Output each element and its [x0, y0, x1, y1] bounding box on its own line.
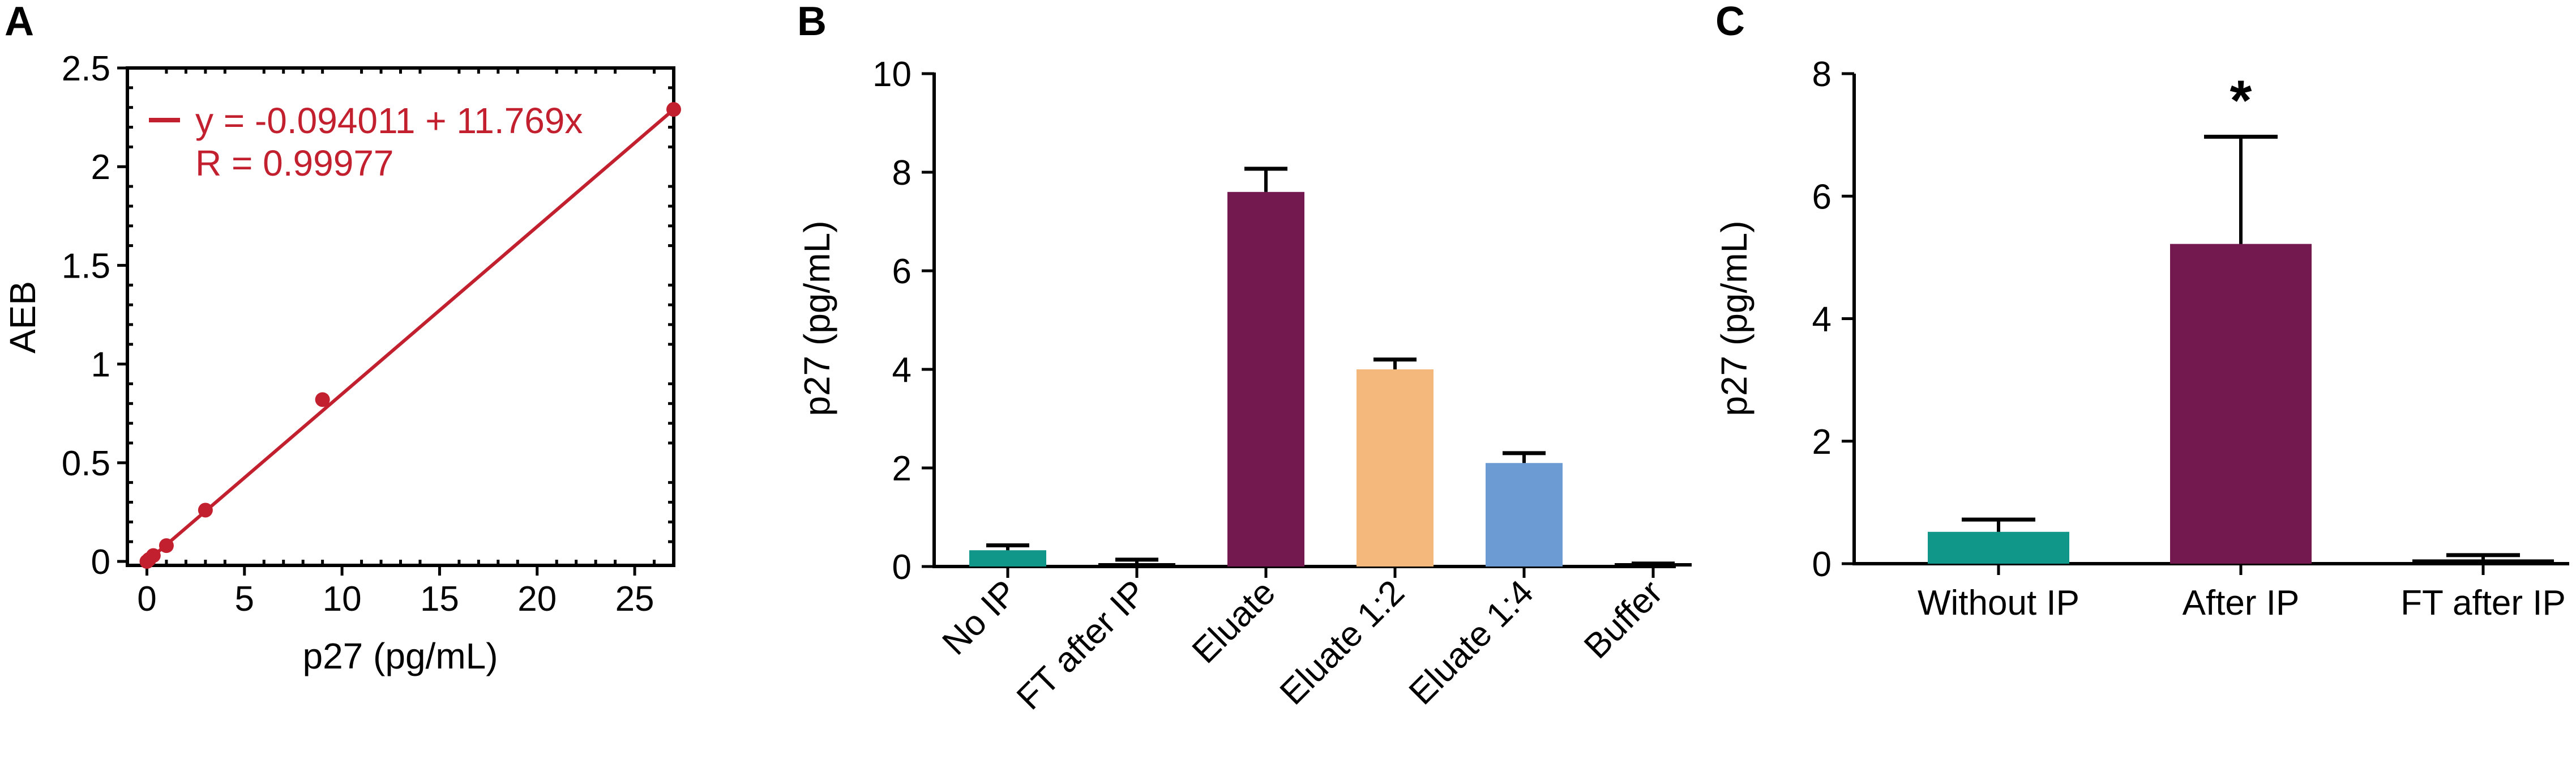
panel-a-points	[139, 102, 681, 569]
panel-b-bars	[969, 167, 1692, 578]
y-tick-label: 1.5	[62, 246, 110, 286]
panel-a-scatter: A 0 5 10 15 20 25 0 0.5 1 1.5 2 2.5 y = -0.094011 +…	[2, 0, 681, 676]
panel-label-b: B	[797, 0, 827, 44]
significance-star: *	[2230, 69, 2252, 132]
y-tick-label: 4	[892, 351, 912, 390]
x-tick-label: 0	[137, 580, 156, 619]
panel-label-c: C	[1715, 0, 1745, 44]
category-label: After IP	[2183, 584, 2300, 623]
bar	[1227, 191, 1304, 567]
y-tick-label: 2	[1812, 423, 1832, 462]
y-tick-label: 6	[892, 252, 912, 291]
bar	[1486, 463, 1563, 567]
category-label: Eluate	[1185, 573, 1283, 671]
x-tick-label: 10	[323, 580, 362, 619]
panel-a-ticks	[117, 66, 675, 576]
y-tick-label: 2	[892, 449, 912, 488]
y-tick-label: 0	[1812, 545, 1832, 584]
data-point	[146, 548, 161, 563]
bar	[1928, 531, 2069, 564]
category-label: Without IP	[1918, 584, 2079, 623]
y-tick-label: 8	[892, 154, 912, 193]
panel-b-y-ticks: 0 2 4 6 8 10	[872, 55, 934, 587]
bar	[1098, 563, 1175, 567]
x-tick-label: 15	[420, 580, 459, 619]
panel-a-tick-labels: 0 5 10 15 20 25 0 0.5 1 1.5 2 2.5	[62, 49, 654, 619]
category-label: Eluate 1:4	[1402, 573, 1541, 712]
category-label: No IP	[935, 573, 1024, 662]
data-point	[159, 538, 174, 553]
category-label: FT after IP	[2400, 584, 2566, 623]
fit-equation: y = -0.094011 + 11.769x	[195, 100, 583, 141]
panel-b-y-title: p27 (pg/mL)	[797, 220, 837, 416]
y-tick-label: 1	[91, 346, 110, 385]
y-tick-label: 2.5	[62, 49, 110, 88]
y-tick-label: 0	[892, 548, 912, 587]
panel-c-annotations: *	[2230, 69, 2252, 132]
x-tick-label: 25	[615, 580, 654, 619]
panel-c-y-ticks: 0 2 4 6 8	[1812, 55, 1854, 584]
y-tick-label: 0.5	[62, 444, 110, 483]
bar	[2170, 244, 2312, 564]
bar	[2412, 559, 2554, 564]
panel-a-x-title: p27 (pg/mL)	[302, 636, 498, 676]
category-label: FT after IP	[1009, 573, 1154, 717]
y-tick-label: 8	[1812, 55, 1832, 94]
x-tick-label: 5	[235, 580, 254, 619]
panel-label-a: A	[5, 0, 34, 44]
panel-a-y-title: AEB	[2, 281, 43, 354]
data-point	[666, 102, 681, 117]
y-tick-label: 6	[1812, 177, 1832, 216]
data-point	[198, 503, 213, 518]
y-tick-label: 2	[91, 148, 110, 187]
fit-line	[146, 108, 675, 563]
bar	[1357, 369, 1434, 567]
panel-c-bars	[1928, 134, 2554, 575]
category-label: Eluate 1:2	[1273, 573, 1412, 712]
y-tick-label: 10	[872, 55, 912, 94]
fit-r-value: R = 0.99977	[195, 143, 394, 184]
y-tick-label: 4	[1812, 300, 1832, 339]
panel-c-x-labels: Without IP After IP FT after IP	[1918, 584, 2566, 623]
x-tick-label: 20	[517, 580, 557, 619]
y-tick-label: 0	[91, 543, 110, 582]
panel-c-y-title: p27 (pg/mL)	[1714, 220, 1755, 416]
category-label: Buffer	[1577, 573, 1670, 666]
bar	[969, 550, 1046, 567]
data-point	[315, 392, 330, 407]
